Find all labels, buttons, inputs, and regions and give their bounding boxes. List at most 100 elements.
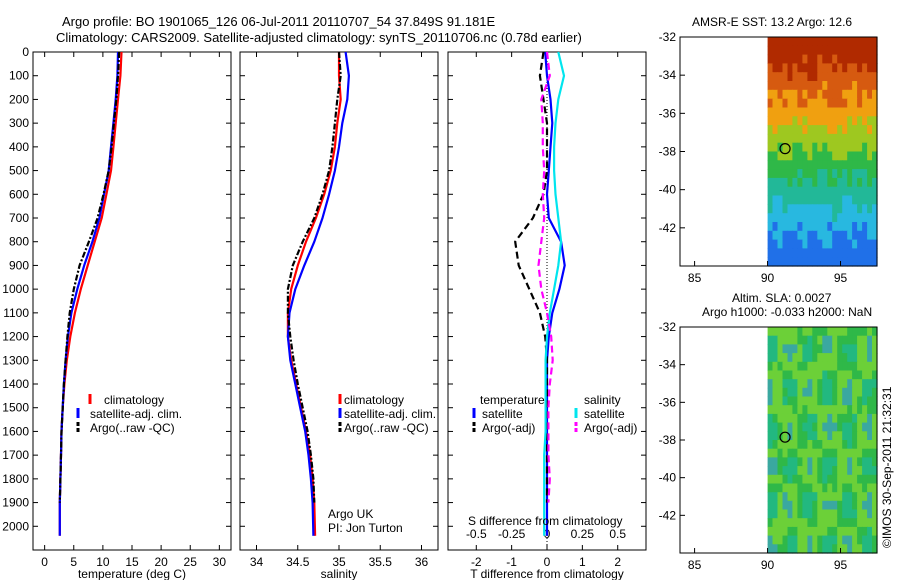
map-cell [787,133,794,144]
map-cell [832,370,838,380]
map-cell [787,492,794,502]
map-cell [777,370,784,380]
map-cell [797,518,803,528]
map-cell [792,370,798,380]
map-cell [812,422,818,432]
map-cell [782,370,789,380]
map-cell [817,169,823,179]
legend-heading-temperature: temperature [480,393,545,407]
map-cell [782,448,789,458]
map-cell [852,54,858,64]
map-cell [802,518,808,528]
legend-label-s-argo: Argo(-adj) [584,421,637,435]
map-cell [842,344,848,354]
map-cell [772,37,779,47]
map-cell [782,107,789,117]
map-cell [822,248,828,258]
map-cell [827,169,833,179]
map-cell [797,457,803,467]
map-cell [827,440,833,450]
map-cell [852,396,858,406]
map-cell [842,500,848,511]
map-cell [852,405,858,415]
map-cell [772,45,779,56]
map-cell [857,257,863,267]
map-cell [767,239,774,249]
map-cell [837,344,843,354]
map-cell [832,177,838,188]
map-cell [862,440,868,450]
map-cell [807,440,813,450]
x-tick-label: 10 [96,555,110,569]
map-cell [867,72,873,82]
map-cell [817,160,823,170]
map-cell [827,500,833,511]
map-cell [867,54,873,64]
map-cell [857,169,863,179]
map-cell [857,230,863,241]
map-cell [872,535,878,545]
x-tick-label: -2 [471,555,482,569]
map-cell [767,535,774,545]
map-cell [812,361,818,372]
map-cell [782,518,789,528]
x-tick-label: 1 [579,555,586,569]
map-cell [772,509,779,519]
x-tick-label: 34 [250,555,264,569]
map-cell [777,492,784,502]
map-cell [817,213,823,223]
map-cell [772,213,779,223]
y-tick-label: 1700 [2,448,29,462]
map-cell [772,492,779,502]
map-cell [772,248,779,258]
map-cell [767,335,774,345]
map-cell [812,396,818,406]
map-cell [787,396,794,406]
x-tick-label: 34.5 [286,555,310,569]
map-cell [812,405,818,415]
map-cell [847,257,853,267]
map-cell [867,500,873,511]
map-y-tick-label: -38 [659,145,677,159]
map-cell [802,327,808,337]
map-cell [872,440,878,450]
map-cell [862,63,868,73]
y-tick-label: 900 [9,258,29,272]
map-cell [802,81,808,91]
map-cell [802,72,808,82]
salinity-panel: 34 34.5 35 35.5 36 salinity [239,51,439,580]
map-cell [797,344,803,354]
map-cell [777,116,784,126]
map-cell [832,160,838,170]
map-cell [772,474,779,485]
map-cell [827,195,833,205]
sla-map: 85 90 95 -32 -34 -36 -38 -40 -42 [659,320,878,572]
map-cell [777,213,784,223]
map-cell [782,361,789,372]
map-cell [792,248,798,258]
map-cell [872,37,878,47]
map-cell [767,195,774,205]
map-cell [787,526,794,537]
map-cell [807,361,813,372]
map-cell [782,72,789,82]
map-cell [792,457,798,467]
map-cell [822,466,828,476]
map-cell [807,483,813,493]
map-cell [807,370,813,380]
map-cell [827,213,833,223]
map-cell [857,518,863,528]
map-cell [867,125,873,135]
map-cell [842,396,848,406]
map-cell [847,518,853,528]
map-cell [832,222,838,232]
map-cell [867,483,873,493]
map-cell [812,457,818,467]
map-cell [772,483,779,493]
map-cell [792,466,798,476]
map-cell [787,195,794,205]
map-cell [797,98,803,109]
map-cell [817,483,823,493]
salinity-annotation-line2: PI: Jon Turton [328,521,403,535]
map-cell [812,89,818,100]
